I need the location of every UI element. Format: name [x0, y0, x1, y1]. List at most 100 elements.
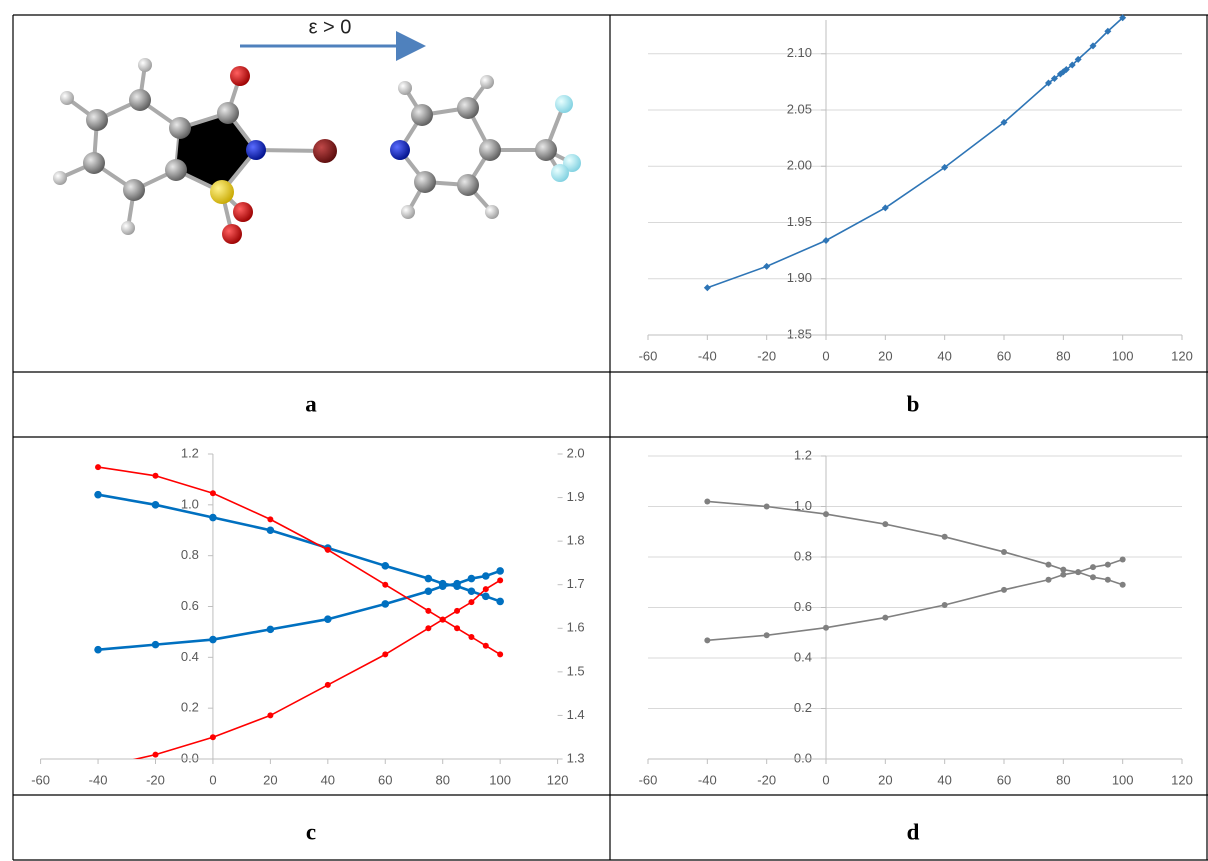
- y-tick-label: 1.0: [181, 496, 199, 511]
- x-tick-label: 60: [378, 772, 392, 787]
- point: [381, 600, 389, 608]
- point: [882, 521, 888, 527]
- x-tick-label: 20: [263, 772, 277, 787]
- point: [425, 608, 431, 614]
- x-tick-label: -60: [31, 772, 50, 787]
- point: [267, 626, 275, 634]
- point: [483, 586, 489, 592]
- point: [267, 526, 275, 534]
- y-tick-label: 2.00: [787, 158, 812, 173]
- x-tick-label: 0: [209, 772, 216, 787]
- point: [152, 752, 158, 758]
- x-tick-label: -40: [89, 772, 108, 787]
- x-tick-label: 40: [937, 348, 951, 363]
- point: [425, 625, 431, 631]
- y-tick-label: 0.8: [181, 547, 199, 562]
- point: [382, 651, 388, 657]
- x-tick-label: 100: [1112, 772, 1134, 787]
- point: [210, 490, 216, 496]
- point: [704, 637, 710, 643]
- y-tick-label: 2.05: [787, 101, 812, 116]
- y-tick-label: 1.2: [181, 445, 199, 460]
- point: [152, 473, 158, 479]
- point: [267, 516, 273, 522]
- x-tick-label: 120: [547, 772, 569, 787]
- x-tick-label: 60: [997, 772, 1011, 787]
- y2-tick-label: 1.7: [567, 576, 585, 591]
- point: [453, 580, 461, 588]
- y-tick-label: 1.95: [787, 214, 812, 229]
- point: [1001, 549, 1007, 555]
- point: [152, 641, 160, 649]
- point: [1046, 577, 1052, 583]
- x-tick-label: 80: [435, 772, 449, 787]
- point: [468, 587, 476, 595]
- point: [764, 632, 770, 638]
- series-line: [98, 467, 500, 654]
- point: [95, 765, 101, 771]
- point: [942, 534, 948, 540]
- panel-label: c: [306, 819, 316, 844]
- scheme: ε > 0: [53, 16, 581, 244]
- point: [468, 575, 476, 583]
- point: [823, 237, 830, 244]
- point: [325, 547, 331, 553]
- point: [482, 593, 490, 601]
- y-tick-label: 0.2: [181, 700, 199, 715]
- point: [483, 643, 489, 649]
- x-tick-label: 80: [1056, 772, 1070, 787]
- point: [440, 617, 446, 623]
- y-tick-label: 0.8: [794, 548, 812, 563]
- x-tick-label: 40: [937, 772, 951, 787]
- series-line: [707, 18, 1122, 288]
- plot-area: [704, 498, 1125, 643]
- x-tick-label: -40: [698, 772, 717, 787]
- y-tick-label: 1.90: [787, 270, 812, 285]
- y2-tick-label: 2.0: [567, 445, 585, 460]
- point: [1120, 557, 1126, 563]
- point: [496, 598, 504, 606]
- y2-tick-label: 1.8: [567, 533, 585, 548]
- point: [482, 572, 490, 580]
- x-tick-label: -20: [146, 772, 165, 787]
- point: [267, 712, 273, 718]
- point: [439, 582, 447, 590]
- x-tick-label: 100: [489, 772, 511, 787]
- y-tick-label: 0.0: [181, 750, 199, 765]
- x-tick-label: -20: [757, 348, 776, 363]
- x-tick-label: -60: [639, 772, 658, 787]
- point: [1120, 582, 1126, 588]
- x-tick-label: -40: [698, 348, 717, 363]
- point: [382, 582, 388, 588]
- x-tick-label: 0: [822, 348, 829, 363]
- point: [1090, 564, 1096, 570]
- point: [1046, 562, 1052, 568]
- point: [454, 608, 460, 614]
- x-tick-label: 20: [878, 348, 892, 363]
- point: [704, 498, 710, 504]
- y2-tick-label: 1.4: [567, 707, 585, 722]
- y-tick-label: 0.4: [794, 649, 812, 664]
- point: [497, 577, 503, 583]
- point: [209, 514, 217, 522]
- y2-tick-label: 1.9: [567, 489, 585, 504]
- y-tick-label: 0.6: [181, 598, 199, 613]
- point: [425, 587, 433, 595]
- x-tick-label: 120: [1171, 772, 1193, 787]
- point: [210, 734, 216, 740]
- y-tick-label: 2.10: [787, 45, 812, 60]
- x-tick-label: 60: [997, 348, 1011, 363]
- y2-tick-label: 1.5: [567, 663, 585, 678]
- panel-label: b: [907, 391, 920, 416]
- point: [823, 625, 829, 631]
- point: [497, 651, 503, 657]
- point: [942, 602, 948, 608]
- y-tick-label: 0.4: [181, 649, 199, 664]
- x-tick-label: 80: [1056, 348, 1070, 363]
- point: [209, 636, 217, 644]
- x-tick-label: 100: [1112, 348, 1134, 363]
- point: [95, 464, 101, 470]
- point: [325, 682, 331, 688]
- point: [1075, 569, 1081, 575]
